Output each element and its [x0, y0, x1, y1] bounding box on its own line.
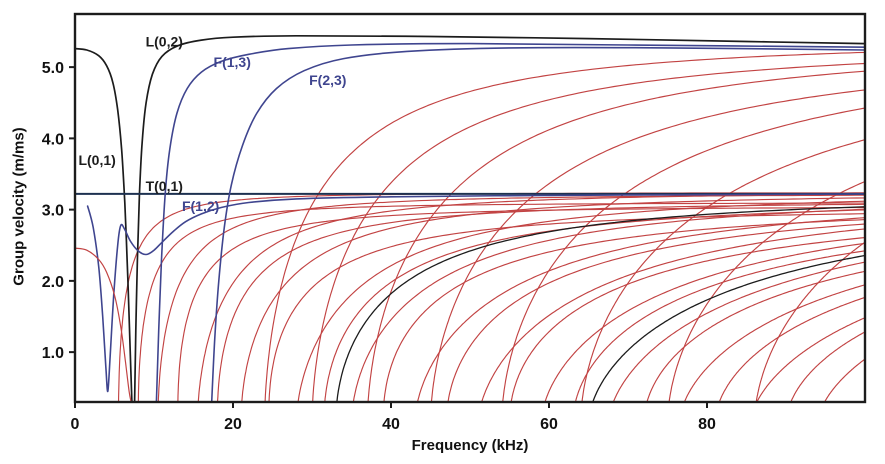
curve-red-higher-order-modes-shear-plateau [352, 208, 865, 402]
curve-red-higher-order-modes-shear-plateau [646, 270, 865, 402]
curve-red-higher-order-modes-longitudinal-plateau [755, 241, 865, 402]
x-tick-label: 0 [71, 416, 80, 433]
curve-red-higher-order-modes-shear-plateau [268, 213, 865, 402]
curve-L(0,2) [133, 34, 865, 402]
y-tick-label: 5.0 [42, 60, 64, 77]
mode-label-F23: F(2,3) [309, 72, 346, 88]
y-tick-label: 2.0 [42, 274, 64, 291]
curve-red-higher-order-modes-longitudinal-plateau [367, 70, 865, 402]
curve-unlabeled-red-descending [75, 247, 132, 402]
curve-red-higher-order-modes-longitudinal-plateau [581, 139, 865, 402]
curve-red-higher-order-modes-shear-plateau [683, 284, 865, 402]
curve-red-higher-order-modes-shear-plateau [574, 250, 865, 402]
mode-label-F12: F(1,2) [182, 198, 219, 214]
curve-red-higher-order-modes-longitudinal-plateau [264, 51, 865, 402]
curve-red-higher-order-modes-shear-plateau [137, 202, 865, 402]
mode-label-T01: T(0,1) [146, 178, 183, 194]
y-tick-label: 1.0 [42, 345, 64, 362]
x-tick-label: 60 [540, 416, 558, 433]
curve-red-higher-order-modes-shear-plateau [177, 206, 865, 402]
mode-label-F13: F(1,3) [214, 54, 251, 70]
curve-F(1,3) [155, 42, 865, 402]
curve-red-higher-order-modes-shear-plateau [544, 242, 865, 402]
curve-red-higher-order-modes-shear-plateau [383, 219, 865, 402]
x-tick-label: 80 [698, 416, 716, 433]
y-tick-label: 4.0 [42, 131, 64, 148]
curve-red-higher-order-modes-shear-plateau [612, 261, 865, 402]
curve-red-higher-order-modes-shear-plateau [416, 217, 865, 402]
curve-red-higher-order-modes-shear-plateau [241, 197, 865, 402]
curve-red-higher-order-modes-shear-plateau [216, 203, 865, 402]
mode-label-L02: L(0,2) [146, 33, 183, 49]
curve-red-higher-order-modes-shear-plateau [297, 200, 865, 402]
curve-red-higher-order-modes-longitudinal-plateau [668, 180, 865, 402]
curve-red-higher-order-modes-shear-plateau [790, 331, 865, 402]
x-tick-label: 20 [224, 416, 242, 433]
curve-red-higher-order-modes-shear-plateau [447, 223, 865, 402]
y-tick-label: 3.0 [42, 203, 64, 220]
x-axis-title: Frequency (kHz) [411, 437, 529, 454]
x-tick-label: 40 [382, 416, 400, 433]
curve-red-higher-order-modes-shear-plateau [756, 317, 865, 402]
curve-F(2,3) [210, 46, 865, 402]
curve-red-higher-order-modes-longitudinal-plateau [502, 107, 865, 402]
mode-label-L01: L(0,1) [78, 152, 115, 168]
curve-red-higher-order-modes-shear-plateau [823, 358, 865, 402]
axes-frame [73, 12, 867, 404]
curve-red-higher-order-modes-longitudinal-plateau [312, 62, 865, 402]
curve-red-higher-order-modes-shear-plateau [481, 228, 865, 402]
curve-red-higher-order-modes-shear-plateau [157, 194, 865, 402]
curve-red-higher-order-modes-shear-plateau [197, 193, 865, 402]
curve-L(0,1) [75, 47, 133, 402]
curve-black-unlabeled-modes [336, 206, 865, 402]
curve-F(1,2) [86, 193, 865, 393]
curve-black-unlabeled-modes [592, 254, 865, 402]
curve-red-higher-order-modes-shear-plateau [718, 296, 865, 402]
